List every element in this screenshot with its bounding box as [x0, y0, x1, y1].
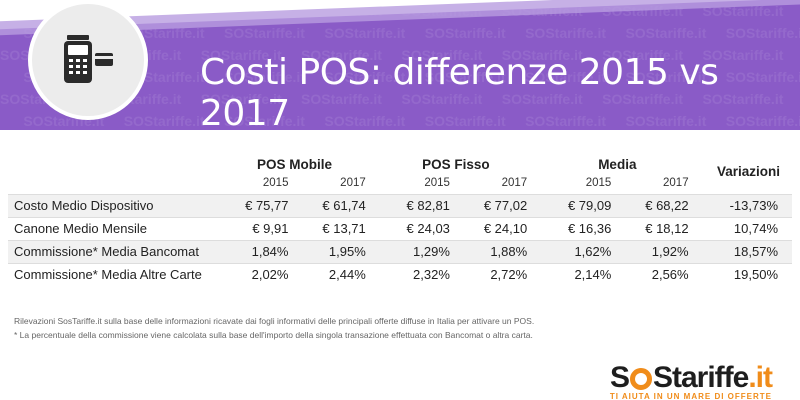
table-cell: € 18,12 — [617, 216, 695, 240]
row-label: Commissione* Media Bancomat — [8, 239, 218, 263]
year-2015: 2015 — [424, 176, 450, 189]
variation-cell: 10,74% — [694, 216, 792, 240]
icon-badge — [28, 0, 148, 120]
lifebuoy-icon — [629, 368, 652, 390]
variation-cell: 19,50% — [694, 262, 792, 286]
table-cell: 1,95% — [294, 239, 372, 263]
header-banner: SOStariffe.it SOStariffe.it SOStariffe.i… — [0, 0, 800, 130]
table-cell: € 75,77 — [217, 193, 295, 217]
year-2017: 2017 — [501, 176, 528, 189]
table-cell: € 24,10 — [455, 216, 534, 240]
table-cell: € 68,22 — [617, 193, 695, 217]
table-group-header: POS Mobile POS Fisso Media Variazioni — [8, 150, 792, 179]
table-cell: 1,92% — [617, 239, 695, 263]
row-label: Canone Medio Mensile — [8, 216, 218, 240]
table-cell: € 77,02 — [455, 193, 534, 217]
variation-cell: -13,73% — [694, 193, 792, 217]
table-cell: 1,29% — [378, 239, 456, 263]
page-title: Costi POS: differenze 2015 vs 2017 — [200, 52, 719, 130]
table-cell: € 79,09 — [540, 193, 618, 217]
pos-terminal-icon — [64, 35, 113, 83]
table-cell: € 82,81 — [378, 193, 456, 217]
table-row: Costo Medio Dispositivo € 75,77 € 61,74 … — [8, 193, 792, 217]
table-cell: 1,88% — [455, 239, 534, 263]
group-pos-mobile: POS Mobile — [256, 157, 332, 172]
table-year-header: 2015 2017 2015 2017 2015 2017 — [8, 172, 792, 194]
footnotes: Rilevazioni SosTariffe.it sulla base del… — [14, 314, 534, 342]
row-label: Commissione* Media Altre Carte — [8, 262, 218, 286]
table-cell: 2,44% — [294, 262, 372, 286]
row-label: Costo Medio Dispositivo — [8, 193, 218, 217]
year-2015: 2015 — [585, 176, 612, 189]
year-2017: 2017 — [340, 176, 366, 189]
variation-cell: 18,57% — [694, 239, 792, 263]
table-cell: 1,62% — [540, 239, 618, 263]
table-cell: 2,72% — [455, 262, 534, 286]
table-cell: 1,84% — [217, 239, 295, 263]
table-cell: € 13,71 — [294, 216, 372, 240]
year-2017: 2017 — [663, 176, 689, 189]
logo-tagline: TI AIUTA IN UN MARE DI OFFERTE — [609, 392, 772, 400]
table-cell: 2,14% — [540, 262, 618, 286]
table-row: Canone Medio Mensile € 9,91 € 13,71 € 24… — [8, 216, 792, 240]
table-cell: € 61,74 — [294, 193, 372, 217]
year-2015: 2015 — [262, 176, 289, 189]
table-cell: € 24,03 — [378, 216, 456, 240]
table-cell: € 16,36 — [540, 216, 618, 240]
table-cell: 2,02% — [217, 262, 295, 286]
commission-note: * La percentuale della commissione viene… — [14, 330, 533, 340]
group-media: Media — [598, 157, 637, 172]
table-row: Commissione* Media Bancomat 1,84% 1,95% … — [8, 239, 792, 263]
sostariffe-logo: S Stariffe .it — [609, 361, 773, 394]
table-cell: € 9,91 — [217, 216, 295, 240]
variation-header: Variazioni — [716, 164, 780, 180]
source-note: Rilevazioni SosTariffe.it sulla base del… — [14, 316, 535, 326]
table-row: Commissione* Media Altre Carte 2,02% 2,4… — [8, 262, 792, 286]
group-pos-fisso: POS Fisso — [422, 157, 490, 172]
table-cell: 2,32% — [378, 262, 456, 286]
pos-costs-table: POS Mobile POS Fisso Media Variazioni 20… — [8, 150, 792, 286]
table-cell: 2,56% — [617, 262, 695, 286]
